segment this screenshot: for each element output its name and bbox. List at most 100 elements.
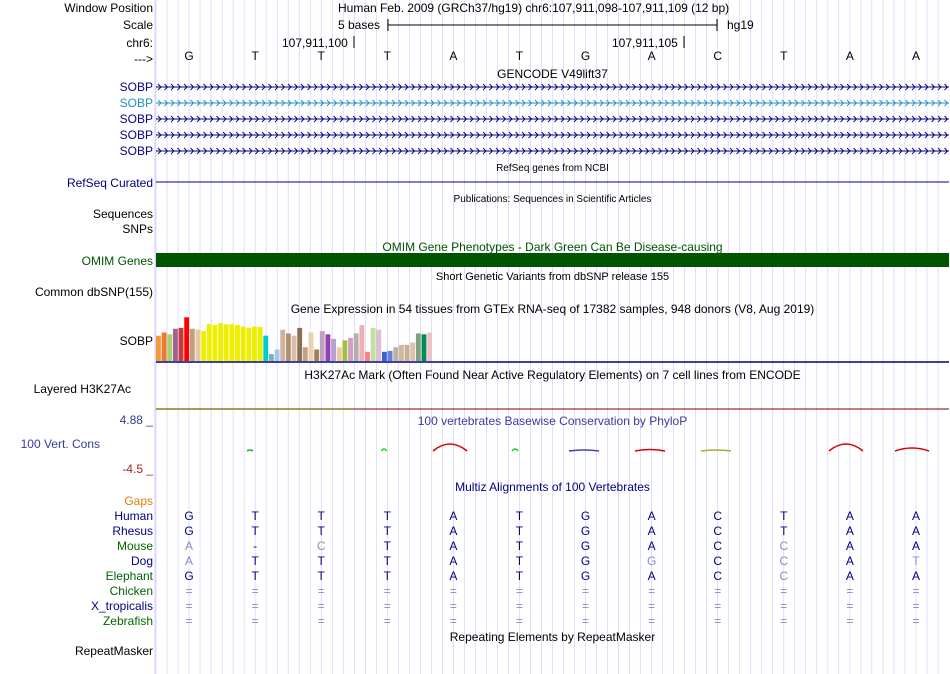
omim-title[interactable]: OMIM Gene Phenotypes - Dark Green Can Be… (382, 240, 723, 254)
aligned-base: = (317, 599, 325, 613)
sequences-label[interactable]: Sequences (92, 207, 153, 221)
gtex-tissue-bar (325, 334, 331, 361)
aligned-base: = (780, 599, 788, 613)
aligned-base: A (449, 509, 458, 523)
gtex-label[interactable]: SOBP (119, 334, 153, 348)
omim-label[interactable]: OMIM Genes (81, 254, 153, 268)
gtex-tissue-bar (189, 328, 195, 361)
aligned-base: = (383, 599, 391, 613)
db-label: hg19 (727, 18, 754, 32)
aligned-base: - (253, 539, 258, 553)
gtex-tissue-bar (291, 335, 297, 361)
gencode-gene-label[interactable]: SOBP (119, 96, 153, 110)
gtex-tissue-bar (263, 335, 269, 361)
aligned-base: = (714, 614, 722, 628)
aligned-base: T (251, 509, 259, 523)
aligned-base: = (582, 584, 590, 598)
refseq-label[interactable]: RefSeq Curated (66, 176, 153, 190)
multiz-title[interactable]: Multiz Alignments of 100 Vertebrates (455, 480, 650, 494)
repeatmasker-label[interactable]: RepeatMasker (74, 644, 153, 658)
publications-title[interactable]: Publications: Sequences in Scientific Ar… (453, 194, 652, 205)
aligned-base: = (648, 584, 656, 598)
gtex-tissue-bar (314, 349, 320, 361)
aligned-base: T (515, 539, 524, 553)
gencode-gene-line (156, 99, 949, 107)
aligned-base: G (580, 554, 591, 568)
gtex-tissue-bar (382, 351, 387, 361)
species-label[interactable]: Human (114, 509, 153, 523)
aligned-base: A (845, 524, 854, 538)
aligned-base: G (580, 524, 591, 538)
gtex-tissue-bar (252, 326, 257, 361)
aligned-base: A (911, 539, 920, 553)
aligned-base: = (846, 584, 854, 598)
aligned-base: T (780, 509, 788, 523)
aligned-base: G (184, 569, 194, 583)
species-label[interactable]: Elephant (105, 569, 153, 583)
aligned-base: = (251, 599, 259, 613)
scale-label: Scale (122, 18, 153, 32)
aligned-base: A (647, 539, 656, 553)
phylop-peak (894, 447, 930, 452)
aligned-base: C (713, 524, 723, 538)
repeatmasker-title[interactable]: Repeating Elements by RepeatMasker (449, 630, 656, 644)
gtex-tissue-bar (410, 342, 416, 361)
gtex-title[interactable]: Gene Expression in 54 tissues from GTEx … (290, 302, 815, 316)
dbsnp-label[interactable]: Common dbSNP(155) (34, 285, 153, 299)
refseq-title[interactable]: RefSeq genes from NCBI (496, 163, 609, 174)
aligned-base: G (580, 569, 591, 583)
aligned-base: C (713, 569, 723, 583)
aligned-base: A (845, 569, 854, 583)
gtex-tissue-bar (178, 327, 184, 361)
species-label[interactable]: Rhesus (112, 524, 153, 538)
gencode-gene-label[interactable]: SOBP (119, 112, 153, 126)
h3k27ac-title[interactable]: H3K27Ac Mark (Often Found Near Active Re… (304, 368, 801, 382)
phylop-peak (700, 449, 732, 452)
gtex-tissue-bar (387, 350, 393, 361)
aligned-base: = (780, 584, 788, 598)
aligned-base: = (582, 614, 590, 628)
aligned-base: T (515, 554, 524, 568)
aligned-base: = (317, 584, 325, 598)
gencode-gene-label[interactable]: SOBP (119, 128, 153, 142)
gencode-gene-label[interactable]: SOBP (119, 80, 153, 94)
aligned-base: G (580, 509, 591, 523)
aligned-base: A (911, 569, 920, 583)
gtex-tissue-bar (427, 332, 433, 361)
phylop-peak (511, 448, 519, 452)
aligned-base: = (648, 599, 656, 613)
phylop-label[interactable]: 100 Vert. Cons (20, 437, 100, 451)
gtex-tissue-bar (167, 334, 173, 361)
aligned-base: = (383, 614, 391, 628)
gtex-tissue-bar (342, 340, 348, 361)
aligned-base: T (317, 554, 325, 568)
aligned-base: C (779, 554, 789, 568)
gencode-title[interactable]: GENCODE V49lift37 (497, 67, 608, 81)
omim-gene-bar (156, 253, 949, 267)
aligned-base: T (383, 509, 391, 523)
gtex-tissue-bar (269, 354, 274, 361)
aligned-base: T (251, 524, 259, 538)
aligned-base: A (647, 569, 656, 583)
species-label[interactable]: Dog (130, 554, 153, 568)
reference-base: A (647, 49, 656, 63)
gtex-tissue-bar (274, 349, 280, 361)
phylop-title[interactable]: 100 vertebrates Basewise Conservation by… (417, 414, 688, 428)
gtex-tissue-bar (184, 317, 190, 361)
species-label[interactable]: Chicken (109, 584, 153, 598)
dbsnp-title[interactable]: Short Genetic Variants from dbSNP releas… (435, 271, 670, 283)
h3k27ac-label[interactable]: Layered H3K27Ac (33, 382, 131, 396)
aligned-base: T (515, 524, 524, 538)
species-label[interactable]: X_tropicalis (90, 599, 153, 613)
species-label[interactable]: Zebrafish (102, 614, 153, 628)
aligned-base: T (912, 554, 920, 568)
phylop-max-label: 4.88 _ (119, 413, 153, 427)
gtex-tissue-bar (308, 332, 314, 361)
snps-label[interactable]: SNPs (122, 222, 153, 236)
gencode-gene-label[interactable]: SOBP (119, 144, 153, 158)
gtex-tissue-bar (229, 324, 235, 361)
species-label[interactable]: Mouse (116, 539, 153, 553)
aligned-base: A (911, 509, 920, 523)
aligned-base: = (515, 584, 523, 598)
